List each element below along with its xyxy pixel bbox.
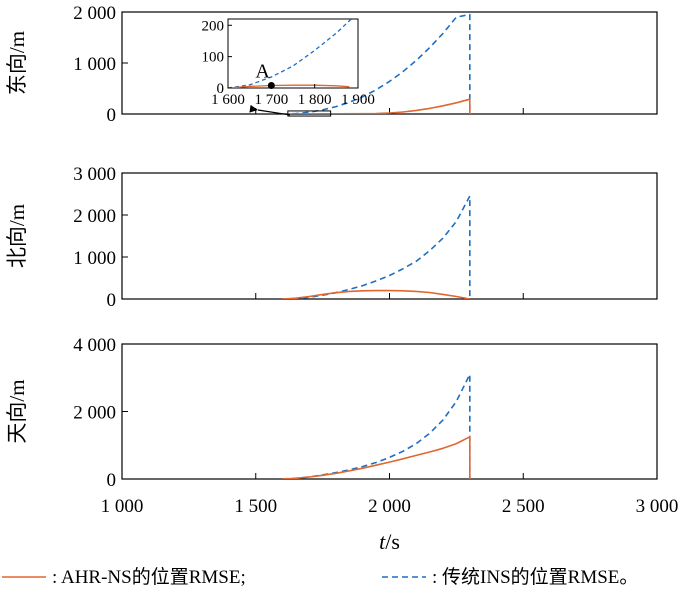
plot-frame-east xyxy=(121,11,658,115)
x-tick-label-0: 1 000 xyxy=(101,496,144,517)
inset-x-tick-label-0: 1 600 xyxy=(211,92,245,108)
y-tick-label-north-0: 0 xyxy=(107,290,117,311)
subplots: 0 1 000 2 000 东向/m 1 600 1 700 1 800 1 900 0 100 2… xyxy=(5,3,658,491)
y-tick-label-east-0: 0 xyxy=(107,105,117,126)
y-tick-label-east-2: 2 000 xyxy=(73,3,116,24)
zoom-box xyxy=(287,110,332,117)
y-axis-label-east: 东向/m xyxy=(5,31,29,95)
zoom-leader-line xyxy=(257,109,290,116)
y-axis-label-up: 天向/m xyxy=(5,379,29,443)
x-axis-label-italic: t xyxy=(379,529,386,554)
plot-frame-up xyxy=(121,343,658,480)
series-ahr-east xyxy=(282,98,471,114)
legend: : AHR-NS的位置RMSE; : 传统INS的位置RMSE。 xyxy=(2,566,638,588)
x-axis-label-unit: /s xyxy=(385,529,400,554)
inset-x-tick-label-3: 1 900 xyxy=(341,92,375,108)
y-tick-label-up-2: 4 000 xyxy=(73,335,116,356)
inset-y-tick-label-1: 100 xyxy=(202,50,225,66)
y-axis-label-north: 北向/m xyxy=(5,204,29,268)
y-tick-label-north-3: 3 000 xyxy=(73,164,116,185)
marker-point-a xyxy=(267,81,275,89)
series-group-up xyxy=(282,373,471,479)
x-tick-label-3: 2 500 xyxy=(502,496,545,517)
y-tick-label-north-2: 2 000 xyxy=(73,206,116,227)
x-tick-label-4: 3 000 xyxy=(636,496,679,517)
subplot-up: 0 2 000 4 000 天向/m xyxy=(5,335,658,491)
legend-label-ins: : 传统INS的位置RMSE。 xyxy=(432,566,638,588)
legend-label-ahr: : AHR-NS的位置RMSE; xyxy=(52,566,246,588)
inset-frame xyxy=(227,18,359,89)
annotation-a: A xyxy=(255,60,270,82)
x-axis-label: t/s xyxy=(379,529,400,554)
inset-series-group xyxy=(228,19,353,88)
inset-plot: 1 600 1 700 1 800 1 900 0 100 200 A xyxy=(202,18,375,108)
inset-series-ins xyxy=(228,19,353,88)
inset-y-tick-label-2: 200 xyxy=(202,18,225,34)
inset-x-tick-label-2: 1 800 xyxy=(298,92,332,108)
subplot-east: 0 1 000 2 000 东向/m 1 600 1 700 1 800 1 900 0 100 2… xyxy=(5,3,658,126)
y-tick-label-east-1: 1 000 xyxy=(73,54,116,75)
plot-frame-north xyxy=(121,172,658,300)
x-axis-labels: 1 000 1 500 2 000 2 500 3 000 t/s xyxy=(101,496,679,554)
x-tick-label-2: 2 000 xyxy=(368,496,411,517)
zoom-leader-arrowhead xyxy=(249,104,258,113)
y-tick-label-up-0: 0 xyxy=(107,470,117,491)
y-tick-label-north-1: 1 000 xyxy=(73,248,116,269)
inset-series-ahr xyxy=(228,84,350,88)
series-group-north xyxy=(282,195,471,299)
inset-x-tick-label-1: 1 700 xyxy=(254,92,288,108)
x-tick-label-1: 1 500 xyxy=(234,496,277,517)
series-ahr-up xyxy=(282,435,471,479)
y-tick-label-up-1: 2 000 xyxy=(73,403,116,424)
inset-y-tick-label-0: 0 xyxy=(217,81,225,97)
series-ahr-north xyxy=(282,289,470,299)
subplot-north: 0 1 000 2 000 3 000 北向/m xyxy=(5,164,658,311)
